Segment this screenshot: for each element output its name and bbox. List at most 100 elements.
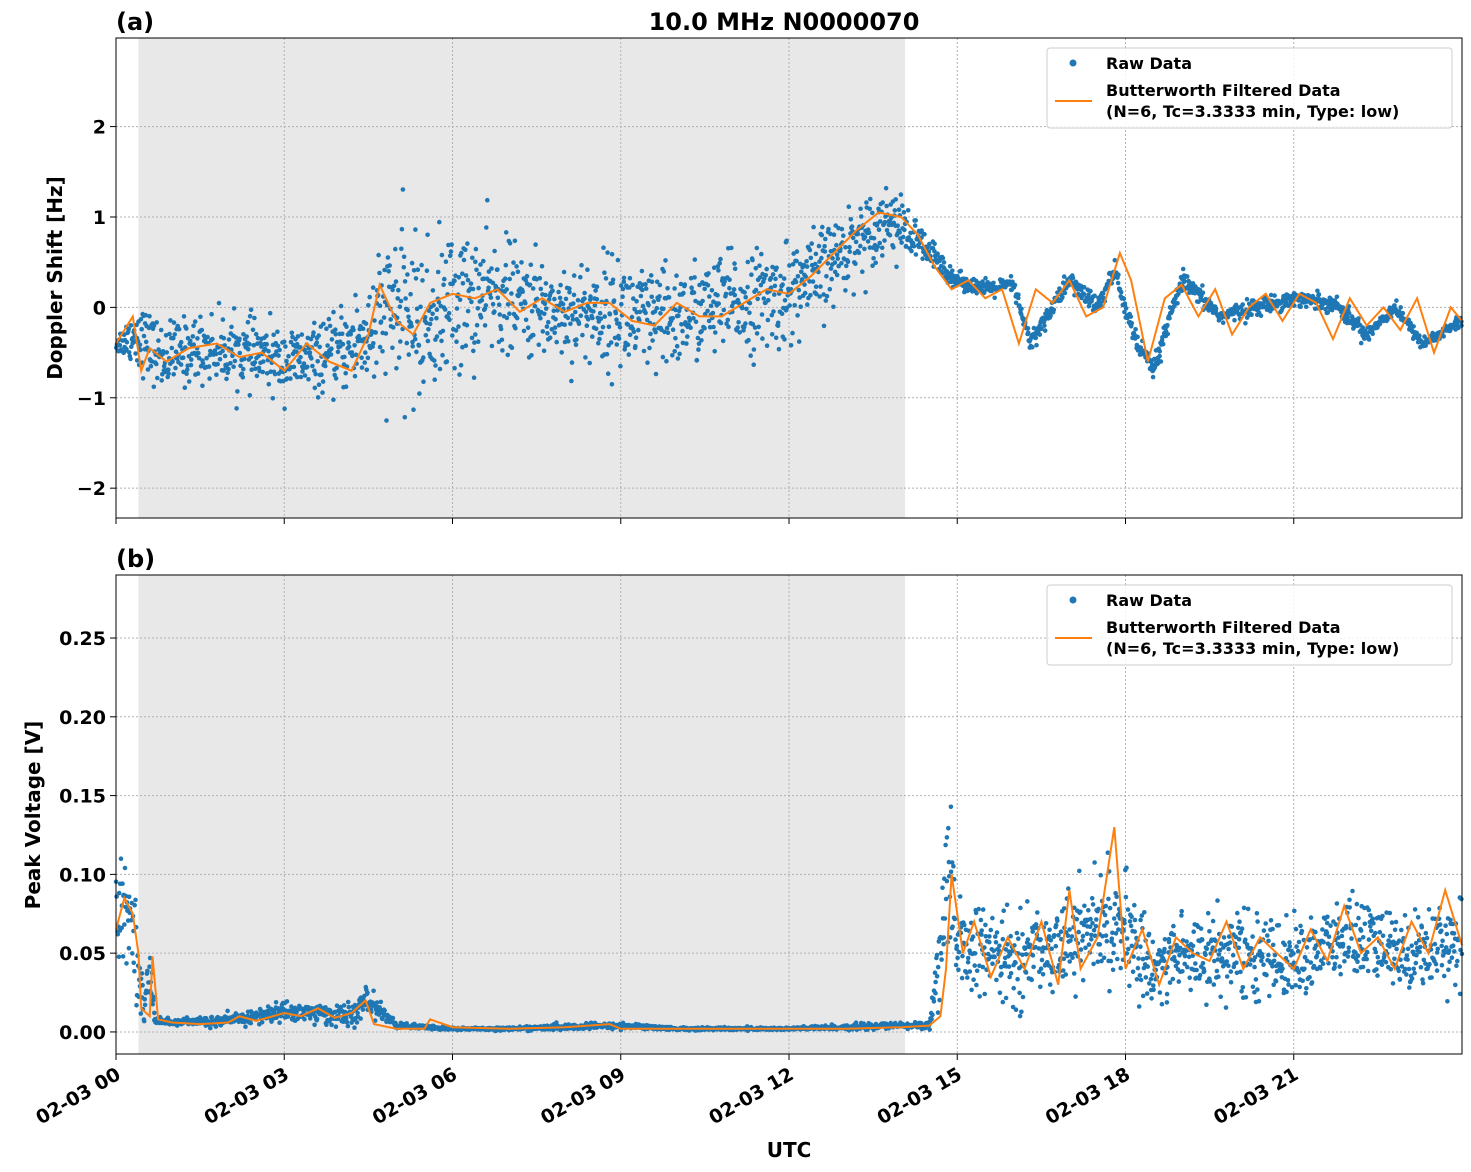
panel-a-legend-raw-marker <box>1069 59 1077 67</box>
raw-point <box>732 266 738 272</box>
raw-point <box>1016 292 1021 298</box>
raw-point <box>453 328 459 333</box>
raw-point <box>1107 905 1113 911</box>
raw-point <box>990 915 995 921</box>
raw-point <box>1197 972 1203 978</box>
raw-point <box>402 279 408 284</box>
raw-point <box>147 955 153 961</box>
raw-point <box>486 285 491 291</box>
raw-point <box>150 1001 155 1007</box>
raw-point <box>935 964 941 970</box>
raw-point <box>329 1022 334 1028</box>
raw-point <box>640 287 645 293</box>
raw-point <box>478 315 484 320</box>
raw-point <box>434 307 440 313</box>
raw-point <box>711 265 717 271</box>
raw-point <box>1285 977 1291 983</box>
raw-point <box>578 274 583 280</box>
raw-point <box>382 267 387 273</box>
raw-point <box>134 358 140 363</box>
raw-point <box>307 350 313 355</box>
raw-point <box>1237 919 1242 924</box>
raw-point <box>1065 933 1071 938</box>
raw-point <box>590 315 595 321</box>
raw-point <box>1019 1009 1024 1015</box>
raw-point <box>745 259 751 265</box>
raw-point <box>694 357 700 363</box>
raw-point <box>775 320 781 326</box>
raw-point <box>245 319 251 325</box>
raw-point <box>843 288 848 293</box>
raw-point <box>166 367 171 373</box>
raw-point <box>1048 313 1053 319</box>
raw-point <box>627 332 633 338</box>
raw-point <box>363 321 369 326</box>
raw-point <box>363 350 368 355</box>
raw-point <box>1459 319 1464 324</box>
raw-point <box>1115 956 1120 962</box>
raw-point <box>216 300 222 306</box>
raw-point <box>1051 307 1057 313</box>
raw-point <box>1013 300 1019 306</box>
raw-point <box>1074 916 1080 922</box>
raw-point <box>834 252 840 257</box>
raw-point <box>1123 894 1129 900</box>
raw-point <box>235 389 240 394</box>
raw-point <box>1063 972 1069 977</box>
raw-point <box>809 241 814 246</box>
raw-point <box>475 306 481 311</box>
raw-point <box>1255 919 1260 924</box>
raw-point <box>1226 946 1231 952</box>
raw-point <box>1043 921 1049 926</box>
raw-point <box>557 295 563 301</box>
raw-point <box>308 336 314 342</box>
raw-point <box>429 316 434 322</box>
raw-point <box>1191 929 1196 934</box>
raw-point <box>856 250 862 256</box>
raw-point <box>267 310 273 316</box>
raw-point <box>460 271 465 277</box>
raw-point <box>977 994 982 999</box>
raw-point <box>411 407 416 413</box>
raw-point <box>171 320 177 325</box>
raw-point <box>841 233 846 238</box>
raw-point <box>479 298 485 303</box>
raw-point <box>425 338 431 344</box>
raw-point <box>707 325 713 330</box>
raw-point <box>1239 926 1245 931</box>
raw-point <box>404 340 410 346</box>
raw-point <box>779 311 785 317</box>
raw-point <box>1250 984 1256 990</box>
raw-point <box>948 804 954 810</box>
raw-point <box>1147 981 1152 986</box>
raw-point <box>826 226 831 232</box>
raw-point <box>328 352 334 357</box>
raw-point <box>858 243 863 249</box>
raw-point <box>1039 326 1044 332</box>
raw-point <box>896 207 902 212</box>
raw-point <box>900 234 906 240</box>
raw-point <box>495 295 501 301</box>
raw-point <box>409 323 414 329</box>
raw-point <box>583 355 588 360</box>
raw-point <box>685 334 690 339</box>
raw-point <box>266 381 272 387</box>
panel-a-filtered-line <box>115 211 1463 375</box>
raw-point <box>482 323 488 328</box>
raw-point <box>514 315 520 321</box>
raw-point <box>489 343 495 349</box>
raw-point <box>331 309 336 315</box>
raw-point <box>1297 984 1302 990</box>
raw-point <box>182 385 188 391</box>
raw-point <box>560 301 566 307</box>
raw-point <box>868 196 873 202</box>
raw-point <box>761 296 767 301</box>
raw-point <box>537 275 543 281</box>
raw-point <box>637 309 643 315</box>
raw-point <box>1053 943 1059 949</box>
raw-point <box>795 274 801 279</box>
raw-point <box>1265 933 1270 938</box>
raw-point <box>1042 323 1047 328</box>
raw-point <box>489 266 494 271</box>
raw-point <box>950 268 955 274</box>
